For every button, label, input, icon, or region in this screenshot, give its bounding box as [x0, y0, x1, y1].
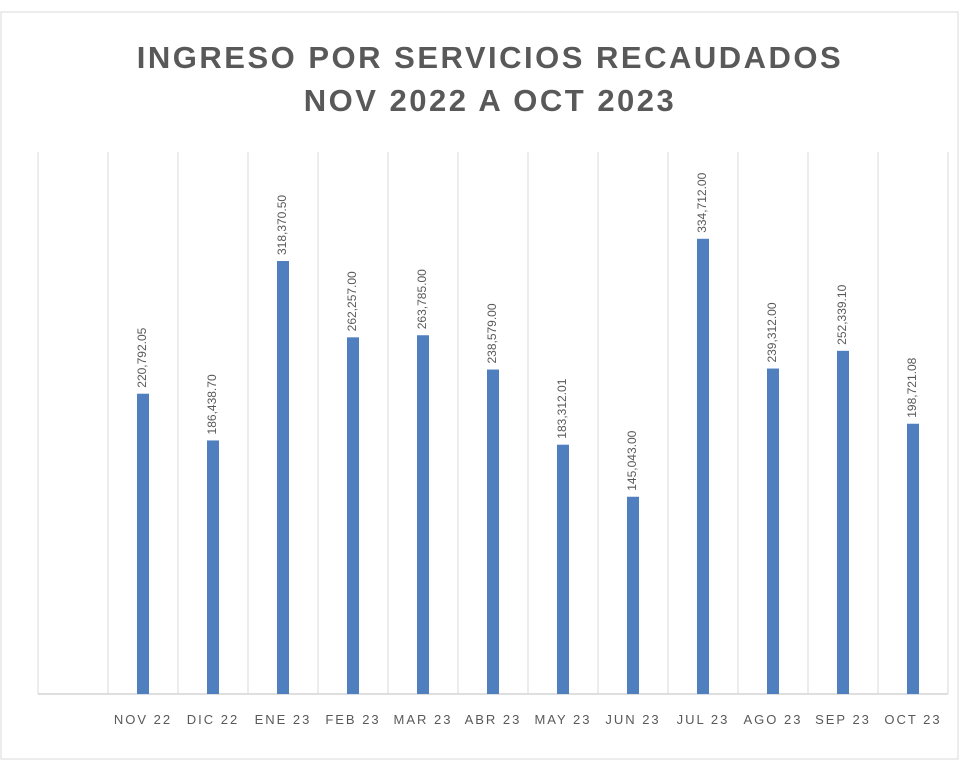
x-tick-label: NOV 22: [113, 712, 173, 727]
chart-title: INGRESO POR SERVICIOS RECAUDADOS: [137, 40, 843, 75]
data-label: 318,370.50: [275, 195, 289, 255]
bar: [627, 496, 639, 694]
data-label: 145,043.00: [625, 430, 639, 490]
bar: [557, 444, 569, 694]
x-tick-label: MAR 23: [393, 712, 453, 727]
data-label: 262,257.00: [345, 271, 359, 331]
bar: [137, 393, 149, 694]
x-tick-label: JUN 23: [605, 712, 661, 727]
x-tick-label: ABR 23: [464, 712, 522, 727]
bar: [417, 335, 429, 694]
data-label: 238,579.00: [485, 303, 499, 363]
bar: [907, 423, 919, 694]
data-label: 252,339.10: [835, 284, 849, 344]
bar: [767, 368, 779, 694]
x-tick-label: OCT 23: [884, 712, 942, 727]
x-tick-label: MAY 23: [534, 712, 592, 727]
bar: [347, 337, 359, 694]
x-tick-label: FEB 23: [325, 712, 381, 727]
data-label: 198,721.08: [905, 357, 919, 417]
data-label: 263,785.00: [415, 269, 429, 329]
bar: [207, 440, 219, 694]
data-label: 334,712.00: [695, 172, 709, 232]
chart-border: [0, 11, 959, 760]
data-label: 220,792.05: [135, 327, 149, 387]
x-tick-label: AGO 23: [743, 712, 803, 727]
bar: [277, 261, 289, 694]
x-tick-label: SEP 23: [815, 712, 871, 727]
data-label: 239,312.00: [765, 302, 779, 362]
chart-title: NOV 2022 A OCT 2023: [304, 83, 677, 118]
x-tick-label: DIC 22: [186, 712, 240, 727]
x-tick-label: ENE 23: [254, 712, 312, 727]
x-tick-label: JUL 23: [676, 712, 730, 727]
bar: [697, 238, 709, 694]
bar: [837, 350, 849, 694]
bar: [487, 369, 499, 694]
data-label: 183,312.01: [555, 378, 569, 438]
data-label: 186,438.70: [205, 374, 219, 434]
